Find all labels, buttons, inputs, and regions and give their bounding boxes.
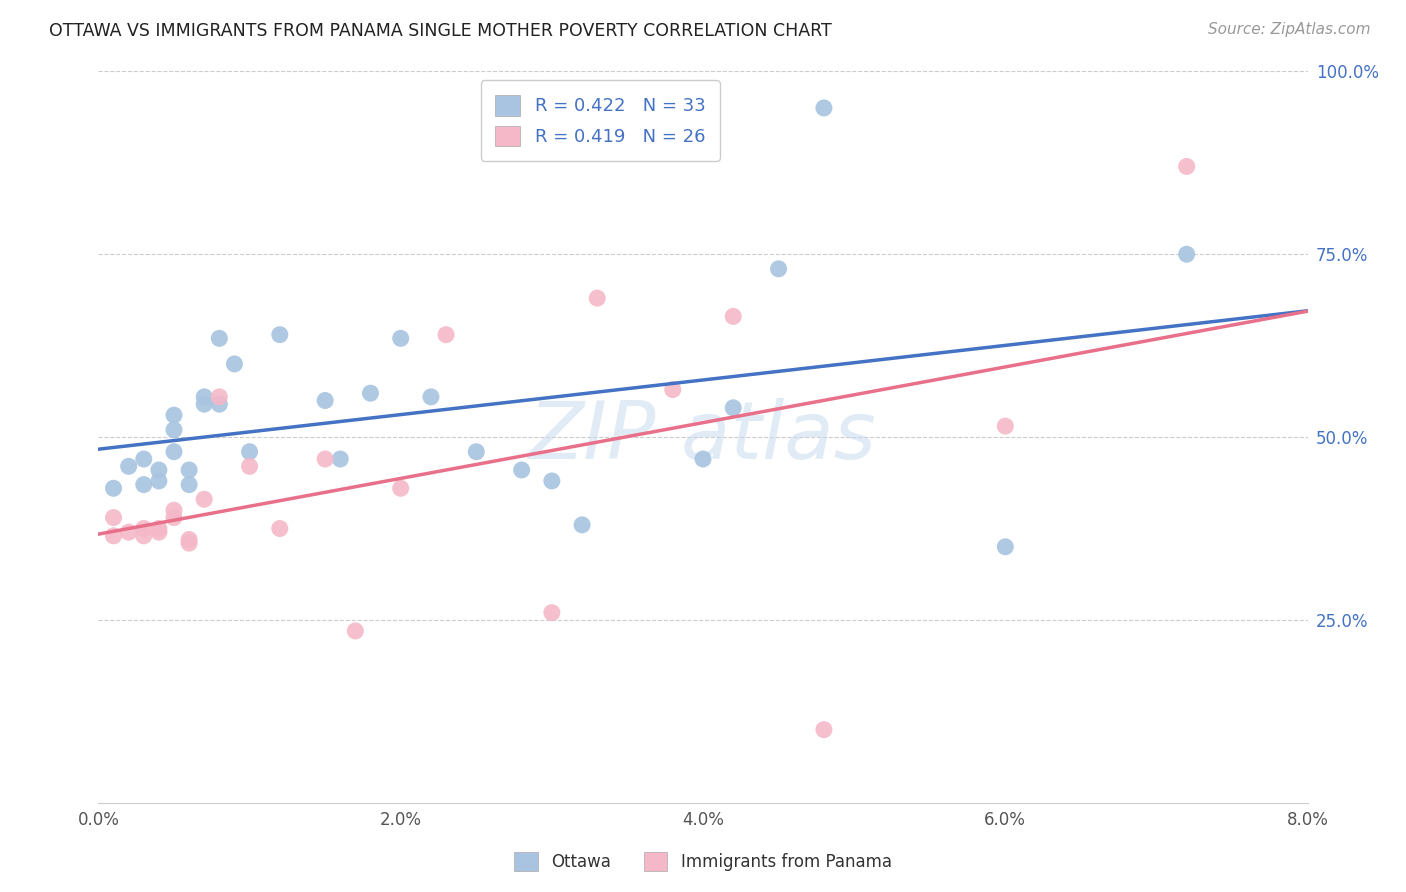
Point: [314, 393, 336, 408]
Point: [586, 291, 609, 305]
Point: [389, 331, 412, 345]
Point: [208, 397, 231, 411]
Point: [148, 463, 170, 477]
Point: [193, 492, 215, 507]
Point: [132, 452, 155, 467]
Point: [148, 521, 170, 535]
Point: [661, 383, 683, 397]
Point: [163, 408, 186, 422]
Legend: R = 0.422   N = 33, R = 0.419   N = 26: R = 0.422 N = 33, R = 0.419 N = 26: [481, 80, 720, 161]
Point: [118, 459, 141, 474]
Point: [179, 533, 201, 547]
Point: [208, 390, 231, 404]
Point: [148, 525, 170, 540]
Point: [813, 101, 835, 115]
Point: [103, 529, 125, 543]
Point: [208, 331, 231, 345]
Text: Source: ZipAtlas.com: Source: ZipAtlas.com: [1208, 22, 1371, 37]
Point: [239, 444, 262, 458]
Text: ZIP atlas: ZIP atlas: [529, 398, 877, 476]
Point: [179, 463, 201, 477]
Legend: Ottawa, Immigrants from Panama: Ottawa, Immigrants from Panama: [506, 843, 900, 880]
Point: [193, 397, 215, 411]
Point: [344, 624, 367, 638]
Point: [179, 477, 201, 491]
Point: [329, 452, 352, 467]
Point: [269, 327, 291, 342]
Point: [118, 525, 141, 540]
Point: [239, 459, 262, 474]
Point: [1175, 247, 1198, 261]
Point: [1175, 160, 1198, 174]
Point: [994, 540, 1017, 554]
Point: [132, 477, 155, 491]
Point: [540, 474, 562, 488]
Point: [994, 419, 1017, 434]
Point: [148, 474, 170, 488]
Point: [465, 444, 488, 458]
Point: [314, 452, 336, 467]
Point: [571, 517, 593, 532]
Point: [768, 261, 790, 276]
Point: [389, 481, 412, 495]
Point: [723, 401, 745, 415]
Point: [103, 510, 125, 524]
Point: [163, 444, 186, 458]
Point: [510, 463, 533, 477]
Text: OTTAWA VS IMMIGRANTS FROM PANAMA SINGLE MOTHER POVERTY CORRELATION CHART: OTTAWA VS IMMIGRANTS FROM PANAMA SINGLE …: [49, 22, 832, 40]
Point: [163, 510, 186, 524]
Point: [723, 310, 745, 324]
Point: [103, 481, 125, 495]
Point: [813, 723, 835, 737]
Point: [163, 503, 186, 517]
Point: [132, 521, 155, 535]
Point: [224, 357, 246, 371]
Point: [163, 423, 186, 437]
Point: [692, 452, 714, 467]
Point: [132, 529, 155, 543]
Point: [434, 327, 457, 342]
Point: [269, 521, 291, 535]
Point: [193, 390, 215, 404]
Point: [360, 386, 382, 401]
Point: [540, 606, 562, 620]
Point: [420, 390, 443, 404]
Point: [179, 536, 201, 550]
